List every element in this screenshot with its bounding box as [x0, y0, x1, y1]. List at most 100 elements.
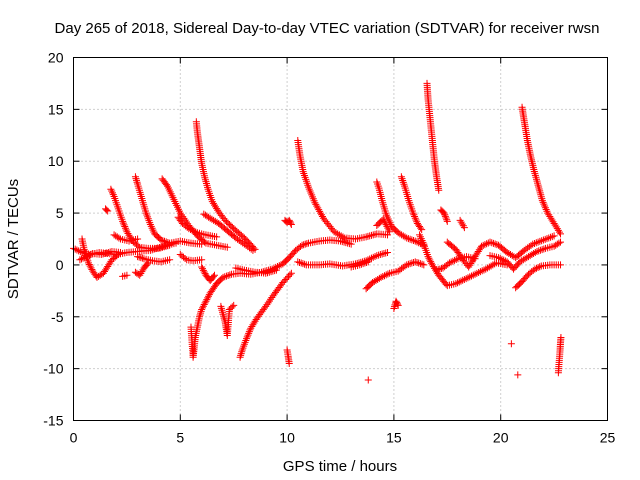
data-point — [337, 232, 345, 240]
data-point — [457, 218, 465, 226]
data-point — [369, 253, 377, 261]
track-t25 — [347, 258, 372, 271]
data-point — [555, 228, 563, 236]
data-point — [283, 274, 291, 282]
data-point — [138, 268, 146, 276]
x-tick-label: 10 — [279, 430, 295, 446]
data-point — [493, 241, 501, 249]
data-point — [379, 215, 387, 223]
data-point — [426, 256, 434, 264]
data-point — [452, 280, 460, 288]
data-point — [486, 238, 494, 246]
data-point — [356, 261, 364, 269]
data-point — [418, 226, 426, 234]
data-point — [537, 191, 545, 199]
data-point — [366, 232, 374, 240]
data-point — [203, 296, 211, 304]
data-point — [495, 254, 503, 262]
data-point — [382, 249, 390, 257]
data-point — [86, 262, 94, 270]
data-point — [535, 247, 543, 255]
data-point — [162, 238, 170, 246]
data-point — [199, 304, 207, 312]
data-point — [382, 271, 390, 279]
data-point — [87, 264, 95, 272]
data-point — [120, 221, 128, 229]
data-point — [436, 265, 444, 273]
x-tick-label: 5 — [176, 430, 184, 446]
data-point — [228, 303, 236, 311]
data-point — [221, 273, 229, 281]
data-point — [384, 270, 392, 278]
y-tick-labels: -15 -10 -5 0 5 10 15 20 — [43, 50, 63, 429]
data-point — [406, 260, 414, 268]
data-point — [122, 226, 130, 234]
data-point — [280, 277, 288, 285]
y-tick-label: 10 — [48, 153, 64, 169]
data-point — [531, 239, 539, 247]
data-point — [213, 233, 221, 241]
data-point — [364, 376, 372, 384]
data-point — [375, 251, 383, 259]
data-point — [198, 263, 206, 271]
data-point — [265, 268, 273, 276]
data-point — [160, 237, 168, 245]
data-point — [279, 279, 287, 287]
data-point — [488, 239, 496, 247]
y-tick-label: 0 — [56, 257, 64, 273]
data-point — [339, 233, 347, 241]
data-point — [534, 238, 542, 246]
data-point — [386, 228, 394, 236]
data-point — [557, 238, 565, 246]
data-point — [369, 231, 377, 239]
data-point — [540, 200, 548, 208]
track-t19 — [232, 264, 280, 277]
data-point — [245, 329, 253, 337]
track-t43 — [554, 334, 565, 377]
data-point — [380, 250, 388, 258]
data-point — [114, 251, 122, 259]
data-points — [70, 79, 565, 384]
data-point — [219, 310, 227, 318]
data-point — [285, 359, 293, 367]
data-point — [475, 269, 483, 277]
axis-ticks — [73, 57, 608, 421]
data-point — [531, 265, 539, 273]
data-point — [466, 273, 474, 281]
data-point — [536, 189, 544, 197]
data-point — [367, 231, 375, 239]
data-point — [199, 266, 207, 274]
data-point — [409, 209, 417, 217]
data-point — [133, 176, 141, 184]
data-point — [196, 313, 204, 321]
data-point — [371, 252, 379, 260]
data-point — [460, 224, 468, 232]
data-point — [196, 311, 204, 319]
data-point — [536, 187, 544, 195]
data-point — [201, 299, 209, 307]
data-point — [410, 211, 418, 219]
data-point — [411, 237, 419, 245]
data-point — [413, 218, 421, 226]
data-point — [119, 217, 127, 225]
data-point — [199, 302, 207, 310]
track-t18 — [217, 301, 238, 339]
x-tick-label: 0 — [70, 430, 78, 446]
data-point — [543, 235, 551, 243]
track-t12 — [174, 213, 221, 241]
data-point — [471, 270, 479, 278]
data-point — [534, 264, 542, 272]
data-point — [243, 335, 251, 343]
data-point — [406, 235, 414, 243]
track-t32 — [423, 79, 443, 194]
data-point — [123, 271, 131, 279]
data-point — [447, 258, 455, 266]
data-point — [271, 267, 279, 275]
data-point — [287, 220, 295, 228]
data-point — [399, 177, 407, 185]
data-point — [541, 202, 549, 210]
data-point — [219, 273, 227, 281]
x-tick-labels: 0 5 10 15 20 25 — [70, 430, 616, 446]
data-point — [297, 259, 305, 267]
data-point — [267, 295, 275, 303]
